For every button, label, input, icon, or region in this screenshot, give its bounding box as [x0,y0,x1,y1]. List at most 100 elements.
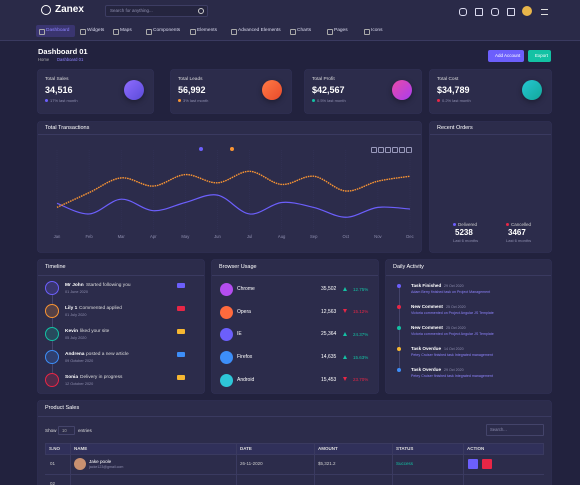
browser-change: 24.37% [353,331,369,337]
toolbar-icon[interactable] [385,147,391,153]
card-title: Browser Usage [219,264,257,270]
toolbar-icon[interactable] [378,147,384,153]
button-label[interactable]: Add Account [495,53,521,58]
timeline-icon [45,373,59,387]
activity-text: Victoria commented on Project Angular JS… [411,332,494,336]
nav-item[interactable]: Elements [197,28,217,33]
browser-icon [220,283,233,296]
cell-status: Success [396,461,414,466]
column-header[interactable]: STATUS [396,446,414,451]
activity-time: 29 Oct 2020 [444,367,464,372]
nav-icon [146,29,152,35]
cell-sno: 02 [50,481,56,485]
timeline-name: Kevin [65,329,79,334]
nav-item[interactable]: Pages [334,28,348,33]
export-btn[interactable] [528,50,551,62]
column-header[interactable]: AMOUNT [318,446,338,451]
avatar[interactable] [522,6,532,16]
timeline-time: 12 October 2020 [65,382,94,386]
search-placeholder: Search for anything... [110,8,153,13]
nav-item[interactable]: Maps [120,28,132,33]
column-header[interactable]: DATE [240,446,252,451]
activity-dot [397,326,401,330]
timeline-name: Mr John [65,283,84,288]
timeline-icon [45,304,59,318]
activity-title: New Comment [411,304,443,309]
timeline-text: Delivery in progress [80,375,123,380]
header-icon[interactable] [507,8,515,16]
stat-change: 3% last month [183,98,209,103]
toolbar-icon[interactable] [392,147,398,153]
stat-change: 17% last month [50,98,78,103]
nav-icon [231,29,237,35]
timeline-time: 05 July 2020 [65,336,87,340]
stat-change: 0.2% last month [442,98,471,103]
stat-icon [262,80,282,100]
browser-icon [220,305,233,319]
nav-item[interactable]: Icons [371,28,383,33]
search-box[interactable] [105,5,208,17]
browser-change: 23.70% [353,377,369,383]
activity-dot [397,305,401,309]
nav-icon [327,29,333,35]
table-search[interactable] [486,424,544,436]
timeline-name: Andrena [65,352,85,357]
nav-icon [290,29,296,35]
timeline-connector [51,318,53,327]
browser-change: 12.75% [353,286,369,292]
card-divider [212,275,378,276]
nav-item[interactable]: Advanced Elements [238,28,281,33]
browser-value: 35,502 [321,286,337,292]
stat-value: 56,992 [178,85,206,95]
cell-name: Jake poole [89,459,112,464]
edit-button[interactable] [468,459,478,469]
header-icon[interactable] [475,8,483,16]
trend-arrow [343,286,347,291]
button-label[interactable]: Export [535,53,549,58]
order-period: Last 6 months [453,238,479,243]
activity-text: Petey Cruiser finished task Integrated m… [411,374,493,378]
trend-arrow [343,331,347,336]
timeline-connector [51,341,53,350]
page-title: Dashboard 01 [38,47,88,56]
timeline-time: 09 October 2020 [65,359,94,363]
header-icon[interactable] [491,8,499,16]
stat-icon [392,80,412,100]
stat-change: 0.5% last month [317,98,346,103]
nav-item[interactable]: Dashboard [46,28,70,33]
nav-icon [80,29,86,35]
timeline-icon [45,327,59,341]
nav-active [36,25,75,37]
browser-value: 12,563 [321,308,337,315]
toolbar-icon[interactable] [406,147,412,153]
nav-item[interactable]: Widgets [87,28,105,33]
table-search-placeholder[interactable]: Search... [490,427,507,432]
column-header[interactable]: S.NO [49,446,61,451]
legend-dot [230,147,234,151]
add-account-btn[interactable] [488,50,524,62]
activity-title: Task Overdue [411,346,442,351]
stat-value: $42,567 [312,85,345,95]
column-header[interactable]: ACTION [467,446,485,451]
header-icon[interactable] [459,8,467,16]
activity-time: 14 Oct 2020 [444,346,464,351]
timeline-badge [177,283,185,288]
menu-icon[interactable] [541,9,548,15]
nav-item[interactable]: Components [153,28,181,33]
nav-icon [113,29,119,35]
column-header[interactable]: NAME [74,446,88,451]
show-label: Show [45,428,57,433]
toolbar-icon[interactable] [399,147,405,153]
order-value: 5238 [455,228,473,237]
activity-text: Victoria commented on Project Angular JS… [411,311,494,315]
length-value[interactable]: 10 [62,428,67,433]
timeline-badge [177,375,185,380]
delete-button[interactable] [482,459,492,469]
table-header [45,443,544,455]
toolbar-icon[interactable] [371,147,377,153]
stat-icon [522,80,542,100]
cell-email: jacke123@gmail.com [89,465,124,469]
nav-item[interactable]: Charts [297,28,312,33]
length-select[interactable] [58,426,75,435]
